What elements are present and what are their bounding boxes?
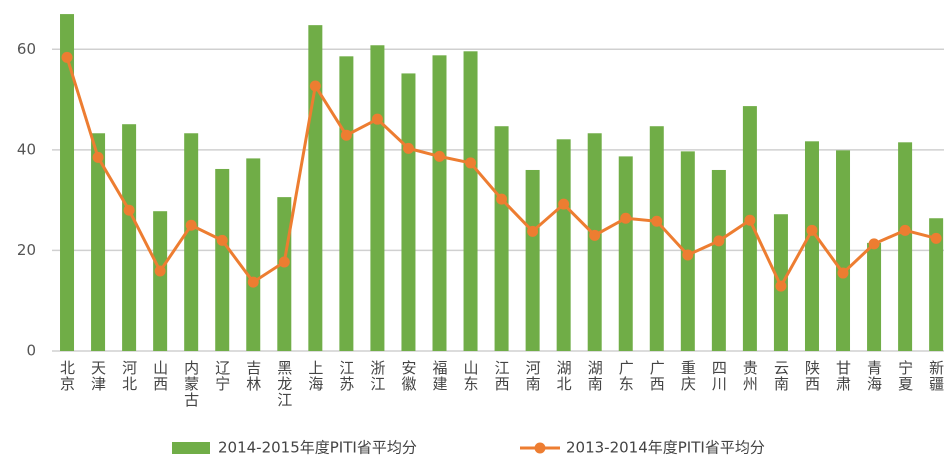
bar bbox=[742, 106, 757, 351]
line-marker bbox=[371, 113, 383, 125]
x-tick-label: 内蒙古 bbox=[182, 360, 200, 408]
x-tick-label: 吉林 bbox=[244, 360, 262, 392]
line-marker bbox=[651, 215, 663, 227]
line-marker bbox=[744, 214, 756, 226]
x-tick-label: 山西 bbox=[151, 360, 169, 392]
x-tick-label: 河南 bbox=[524, 360, 542, 392]
x-tick-label: 江西 bbox=[493, 360, 511, 392]
bar bbox=[711, 169, 726, 351]
line-marker bbox=[309, 80, 321, 92]
line-marker bbox=[216, 234, 228, 246]
x-tick-label: 贵州 bbox=[741, 360, 759, 392]
y-tick-label: 40 bbox=[17, 140, 36, 158]
legend-swatch bbox=[172, 442, 210, 454]
x-tick-label: 浙江 bbox=[368, 360, 386, 392]
line-marker bbox=[278, 256, 290, 268]
line-marker bbox=[868, 238, 880, 250]
bar bbox=[60, 14, 75, 351]
line-marker bbox=[806, 224, 818, 236]
bar bbox=[804, 141, 819, 351]
x-tick-label: 湖北 bbox=[555, 360, 573, 392]
line-marker bbox=[589, 229, 601, 241]
x-tick-label: 广西 bbox=[648, 360, 666, 392]
x-tick-label: 上海 bbox=[306, 360, 324, 392]
line-marker bbox=[899, 224, 911, 236]
x-tick-label: 江苏 bbox=[337, 360, 355, 392]
bar bbox=[618, 156, 633, 351]
legend-label: 2013-2014年度PITI省平均分 bbox=[566, 439, 765, 457]
x-tick-label: 青海 bbox=[865, 360, 883, 392]
x-tick-label: 四川 bbox=[710, 360, 728, 392]
bar bbox=[836, 150, 851, 351]
bar bbox=[277, 197, 292, 351]
bar bbox=[246, 158, 261, 351]
bar bbox=[587, 133, 602, 351]
line-marker bbox=[92, 151, 104, 163]
x-tick-label: 山东 bbox=[462, 360, 480, 392]
line-marker bbox=[682, 249, 694, 261]
legend-label: 2014-2015年度PITI省平均分 bbox=[218, 439, 417, 457]
y-tick-label: 60 bbox=[17, 40, 36, 58]
bar bbox=[525, 169, 540, 351]
bar bbox=[184, 133, 199, 351]
line-marker bbox=[620, 212, 632, 224]
x-tick-label: 黑龙江 bbox=[275, 360, 293, 408]
x-tick-label: 湖南 bbox=[586, 360, 604, 392]
line-marker bbox=[247, 276, 259, 288]
bar bbox=[122, 124, 137, 351]
line-marker bbox=[402, 142, 414, 154]
line-marker bbox=[837, 267, 849, 279]
x-tick-label: 重庆 bbox=[679, 360, 697, 392]
x-tick-label: 河北 bbox=[120, 360, 138, 392]
bar bbox=[898, 142, 913, 351]
x-tick-label: 陕西 bbox=[803, 360, 821, 392]
legend-swatch bbox=[534, 442, 546, 454]
bar bbox=[215, 168, 230, 351]
bar bbox=[649, 126, 664, 351]
bar bbox=[308, 25, 323, 352]
line-marker bbox=[185, 219, 197, 231]
bar bbox=[463, 51, 478, 351]
x-tick-label: 北京 bbox=[58, 360, 76, 392]
x-tick-label: 辽宁 bbox=[213, 360, 231, 392]
y-tick-label: 0 bbox=[26, 342, 36, 360]
bar bbox=[339, 56, 354, 351]
line-marker bbox=[930, 232, 942, 244]
line-marker bbox=[61, 51, 73, 63]
bar bbox=[432, 55, 447, 351]
bar bbox=[929, 218, 944, 351]
y-tick-label: 20 bbox=[17, 241, 36, 259]
line-marker bbox=[340, 129, 352, 141]
x-tick-label: 天津 bbox=[89, 360, 107, 392]
x-tick-label: 新疆 bbox=[927, 360, 944, 392]
line-marker bbox=[465, 157, 477, 169]
line-marker bbox=[123, 204, 135, 216]
x-tick-label: 云南 bbox=[772, 360, 790, 392]
x-tick-label: 福建 bbox=[431, 360, 449, 392]
line-marker bbox=[558, 198, 570, 210]
line-marker bbox=[496, 193, 508, 205]
bar bbox=[370, 45, 385, 352]
bar bbox=[91, 133, 106, 351]
bar bbox=[494, 126, 509, 351]
x-tick-label: 甘肃 bbox=[834, 360, 852, 392]
x-tick-label: 宁夏 bbox=[896, 360, 914, 392]
bar bbox=[867, 242, 882, 351]
bar bbox=[153, 211, 168, 351]
bar bbox=[401, 73, 416, 352]
x-tick-label: 安徽 bbox=[399, 360, 417, 392]
line-marker bbox=[527, 225, 539, 237]
bar bbox=[556, 139, 571, 351]
line-marker bbox=[713, 235, 725, 247]
line-marker bbox=[154, 265, 166, 277]
line-marker bbox=[434, 150, 445, 162]
line-marker bbox=[775, 280, 787, 292]
x-tick-label: 广东 bbox=[617, 360, 635, 392]
